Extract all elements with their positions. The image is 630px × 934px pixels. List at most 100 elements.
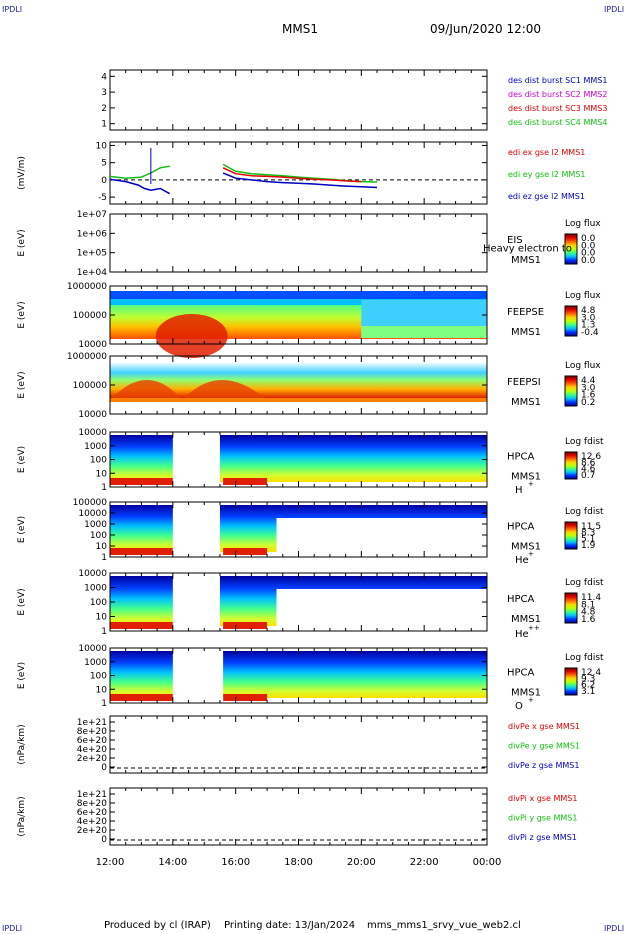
legend-entry: divPe x gse MMS1 <box>508 722 580 731</box>
legend-entry: des dist burst SC4 MMS4 <box>508 118 607 127</box>
y-tick-label: 10000 <box>78 428 107 438</box>
spacecraft-label: MMS1 <box>511 397 541 408</box>
colorbar-tick-label: 5.1 <box>581 535 595 545</box>
y-axis-label: E (eV) <box>17 371 27 398</box>
species-charge: + <box>528 696 534 704</box>
spacecraft-label: MMS1 <box>511 327 541 338</box>
spectrogram-hot-region <box>155 314 228 358</box>
colorbar-title: Log flux <box>565 291 601 301</box>
colorbar-title: Log flux <box>565 219 601 229</box>
colorbar-tick-label: 1.6 <box>581 615 596 625</box>
colorbar-tick-label: 0.0 <box>581 234 596 244</box>
spacecraft-label: MMS1 <box>511 542 541 553</box>
y-tick-label: 2e+20 <box>77 826 108 836</box>
data-series-line <box>109 165 170 179</box>
y-axis-label: E (eV) <box>17 229 27 256</box>
colorbar-title: Log fdist <box>565 437 604 447</box>
legend-entry: des dist burst SC2 MMS2 <box>508 90 607 99</box>
panel-p9 <box>109 647 578 704</box>
colorbar-tick-label: 0.7 <box>581 471 595 481</box>
colorbar-tick-label: 4.8 <box>581 306 596 316</box>
y-tick-label: -5 <box>98 193 107 203</box>
corner-mark-top-right: IPDLI <box>604 5 625 14</box>
legend-entry: divPi z gse MMS1 <box>508 833 577 842</box>
colorbar-title: Log fdist <box>565 653 604 663</box>
legend-entry: des dist burst SC1 MMS1 <box>508 76 607 85</box>
colorbar-tick-label: 8.6 <box>581 458 596 468</box>
mission-title: MMS1 <box>282 22 318 36</box>
x-tick-label: 22:00 <box>410 857 439 868</box>
y-tick-label: 1000000 <box>67 352 107 362</box>
y-tick-label: 10000 <box>78 509 107 519</box>
instrument-label: FEEPSE <box>507 307 544 318</box>
y-tick-label: 1e+04 <box>77 268 108 278</box>
x-tick-label: 18:00 <box>284 857 313 868</box>
colorbar-tick-label: 6.2 <box>581 681 595 691</box>
spectrogram-low-energy-band <box>223 478 268 485</box>
panel-p6 <box>109 431 578 488</box>
y-tick-label: 100000 <box>73 311 108 321</box>
x-tick-label: 14:00 <box>158 857 187 868</box>
colorbar <box>564 592 578 624</box>
panel-frame <box>109 715 488 774</box>
species-label: H <box>515 485 523 496</box>
colorbar <box>564 233 578 265</box>
species-label: O <box>515 701 523 712</box>
panel-p11 <box>109 787 488 846</box>
colorbar-title: Log flux <box>565 361 601 371</box>
y-axis-label: E (eV) <box>17 516 27 543</box>
y-tick-label: 4e+20 <box>77 817 108 827</box>
legend-entry: divPe z gse MMS1 <box>508 761 579 770</box>
instrument-label: FEEPSI <box>507 377 541 388</box>
y-tick-label: 100000 <box>73 498 108 508</box>
y-tick-label: 100000 <box>73 381 108 391</box>
spectrogram-low-energy-band <box>223 548 268 555</box>
spectrogram-hot-region <box>110 380 268 400</box>
data-series-line <box>109 178 171 195</box>
species-label: He <box>515 629 529 640</box>
footer-printing-date: Printing date: 13/Jan/2024 <box>224 920 356 931</box>
data-gap <box>172 573 220 631</box>
data-gap <box>276 518 487 555</box>
spectrogram-low-energy-band <box>223 622 268 629</box>
panel-p4 <box>109 285 578 358</box>
y-tick-label: 3 <box>101 88 107 98</box>
y-tick-label: 1000 <box>84 658 107 668</box>
colorbar-tick-label: 1.9 <box>581 541 596 551</box>
colorbar-tick-label: -0.4 <box>581 328 599 338</box>
y-tick-label: 10 <box>96 613 108 623</box>
y-tick-label: 4 <box>101 72 107 82</box>
panel-p7 <box>109 501 578 558</box>
colorbar-tick-label: 0.0 <box>581 241 596 251</box>
y-tick-label: 1 <box>101 699 107 709</box>
colorbar-tick-label: 3.1 <box>581 687 595 697</box>
legend-entry: edi ey gse l2 MMS1 <box>508 170 586 179</box>
y-tick-label: 10 <box>96 141 108 151</box>
legend-entry: divPe y gse MMS1 <box>508 742 580 751</box>
panel-p2 <box>109 141 488 205</box>
x-tick-label: 00:00 <box>473 857 502 868</box>
spectrogram-low-energy-band <box>223 694 268 701</box>
spectrogram-low-energy-band <box>110 622 173 629</box>
instrument-label: HPCA <box>507 522 535 533</box>
colorbar-title: Log fdist <box>565 578 604 588</box>
y-tick-label: 1e+06 <box>77 229 108 239</box>
x-tick-label: 20:00 <box>347 857 376 868</box>
y-tick-label: 1000000 <box>67 282 107 292</box>
y-tick-label: 1 <box>101 483 107 493</box>
x-tick-label: 16:00 <box>221 857 250 868</box>
species-charge: + <box>528 480 534 488</box>
colorbar-tick-label: 0.2 <box>581 398 595 408</box>
colorbar-tick-label: 12.4 <box>581 668 601 678</box>
y-tick-label: 0 <box>101 835 107 845</box>
y-axis-label: (mV/m) <box>17 156 27 190</box>
y-tick-label: 10000 <box>78 340 107 350</box>
footer-producer: Produced by cl (IRAP) <box>104 920 211 931</box>
spectrogram-low-energy-band <box>110 694 173 701</box>
y-tick-label: 1 <box>101 553 107 563</box>
colorbar-tick-label: 0.0 <box>581 256 596 266</box>
panel-p5 <box>109 355 578 415</box>
panel-frame <box>109 787 488 846</box>
y-tick-label: 1e+21 <box>77 790 107 800</box>
legend-entry: edi ez gse l2 MMS1 <box>508 192 585 201</box>
